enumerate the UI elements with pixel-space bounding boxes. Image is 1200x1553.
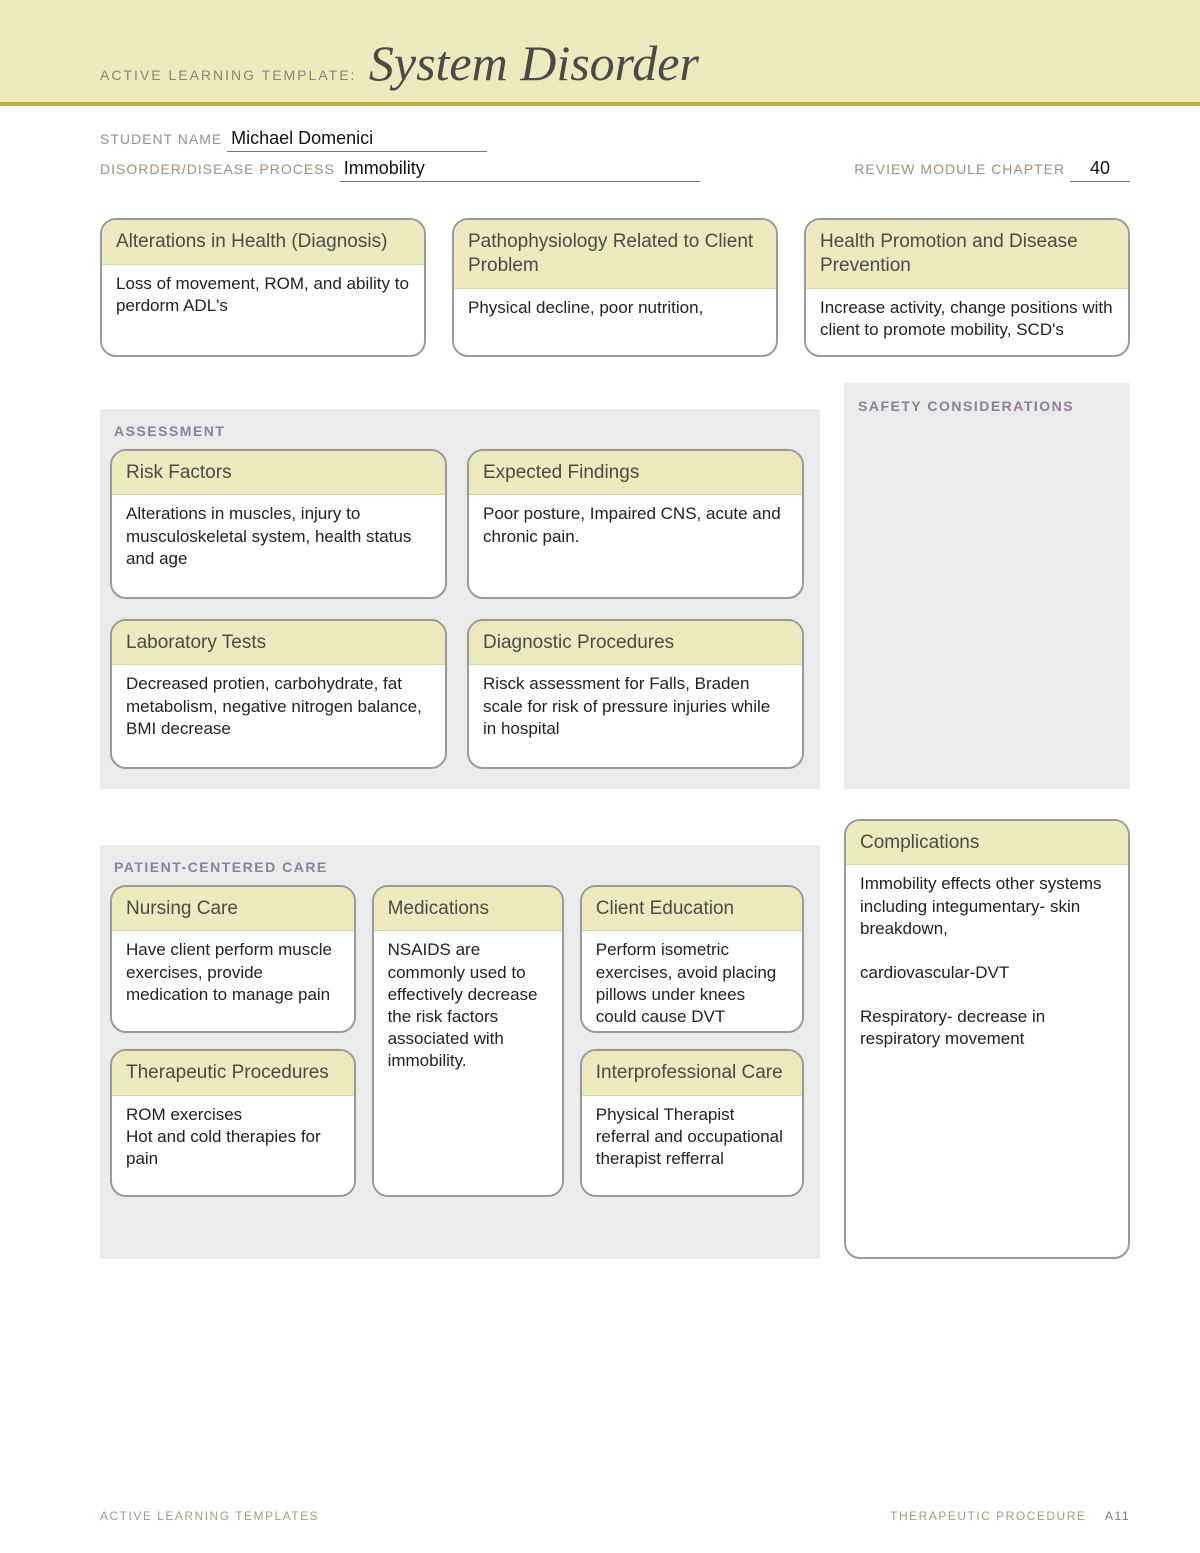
care-row: PATIENT-CENTERED CARE Nursing Care Have … [100,819,1130,1259]
chapter-label: REVIEW MODULE CHAPTER [854,161,1065,177]
footer: ACTIVE LEARNING TEMPLATES THERAPEUTIC PR… [100,1509,1130,1523]
box-title: Medications [374,887,562,932]
box-title: Diagnostic Procedures [469,621,802,666]
box-title: Complications [846,821,1128,866]
box-body: NSAIDS are commonly used to effectively … [374,931,562,1086]
content-area: STUDENT NAME Michael Domenici DISORDER/D… [0,106,1200,1259]
box-title: Nursing Care [112,887,354,932]
care-section: PATIENT-CENTERED CARE Nursing Care Have … [100,845,820,1259]
page: ACTIVE LEARNING TEMPLATE: System Disorde… [0,0,1200,1553]
box-complications: Complications Immobility effects other s… [844,819,1130,1259]
box-title: Alterations in Health (Diagnosis) [102,220,424,265]
header-band: ACTIVE LEARNING TEMPLATE: System Disorde… [0,0,1200,106]
box-nursing-care: Nursing Care Have client perform muscle … [110,885,356,1033]
footer-right: THERAPEUTIC PROCEDURE A11 [890,1509,1130,1523]
box-title: Client Education [582,887,802,932]
box-body: Physical Therapist referral and occupati… [582,1096,802,1184]
box-body: Physical decline, poor nutrition, [454,289,776,333]
assessment-row: ASSESSMENT Risk Factors Alterations in m… [100,383,1130,789]
student-name-value[interactable]: Michael Domenici [227,128,487,152]
safety-section: SAFETY CONSIDERATIONS [844,383,1130,789]
student-name-line: STUDENT NAME Michael Domenici [100,128,1130,152]
disorder-chapter-line: DISORDER/DISEASE PROCESS Immobility REVI… [100,158,1130,182]
box-health-promotion: Health Promotion and Disease Prevention … [804,218,1130,357]
disorder-value[interactable]: Immobility [340,158,700,182]
box-body: Increase activity, change positions with… [806,289,1128,355]
header-pretitle: ACTIVE LEARNING TEMPLATE: [100,67,356,83]
box-body: Perform isometric exercises, avoid placi… [582,931,802,1032]
box-diagnostic-procedures: Diagnostic Procedures Risck assessment f… [467,619,804,769]
box-body: Decreased protien, carbohydrate, fat met… [112,665,445,753]
assessment-label: ASSESSMENT [100,409,820,449]
box-alterations: Alterations in Health (Diagnosis) Loss o… [100,218,426,357]
box-body: ROM exercises Hot and cold therapies for… [112,1096,354,1184]
box-title: Laboratory Tests [112,621,445,666]
box-title: Expected Findings [469,451,802,496]
box-therapeutic-procedures: Therapeutic Procedures ROM exercises Hot… [110,1049,356,1197]
box-body: Immobility effects other systems includi… [846,865,1128,1064]
box-pathophysiology: Pathophysiology Related to Client Proble… [452,218,778,357]
box-body: Loss of movement, ROM, and ability to pe… [102,265,424,331]
footer-page-number: A11 [1105,1509,1130,1523]
care-label: PATIENT-CENTERED CARE [100,845,820,885]
box-interprofessional-care: Interprofessional Care Physical Therapis… [580,1049,804,1197]
top-row: Alterations in Health (Diagnosis) Loss o… [100,218,1130,357]
box-title: Therapeutic Procedures [112,1051,354,1096]
box-body: Poor posture, Impaired CNS, acute and ch… [469,495,802,561]
box-risk-factors: Risk Factors Alterations in muscles, inj… [110,449,447,599]
box-title: Risk Factors [112,451,445,496]
header-title: System Disorder [369,34,699,92]
footer-left: ACTIVE LEARNING TEMPLATES [100,1509,319,1523]
box-body: Risck assessment for Falls, Braden scale… [469,665,802,753]
box-laboratory-tests: Laboratory Tests Decreased protien, carb… [110,619,447,769]
box-body: Have client perform muscle exercises, pr… [112,931,354,1019]
box-client-education: Client Education Perform isometric exerc… [580,885,804,1033]
box-title: Interprofessional Care [582,1051,802,1096]
box-medications: Medications NSAIDS are commonly used to … [372,885,564,1197]
assessment-section: ASSESSMENT Risk Factors Alterations in m… [100,409,820,789]
safety-label: SAFETY CONSIDERATIONS [844,383,1130,425]
box-title: Pathophysiology Related to Client Proble… [454,220,776,289]
box-expected-findings: Expected Findings Poor posture, Impaired… [467,449,804,599]
box-title: Health Promotion and Disease Prevention [806,220,1128,289]
student-name-label: STUDENT NAME [100,131,222,147]
chapter-value[interactable]: 40 [1070,158,1130,182]
box-body: Alterations in muscles, injury to muscul… [112,495,445,583]
disorder-label: DISORDER/DISEASE PROCESS [100,161,335,177]
complications-column: Complications Immobility effects other s… [844,819,1130,1259]
footer-right-text: THERAPEUTIC PROCEDURE [890,1509,1086,1523]
